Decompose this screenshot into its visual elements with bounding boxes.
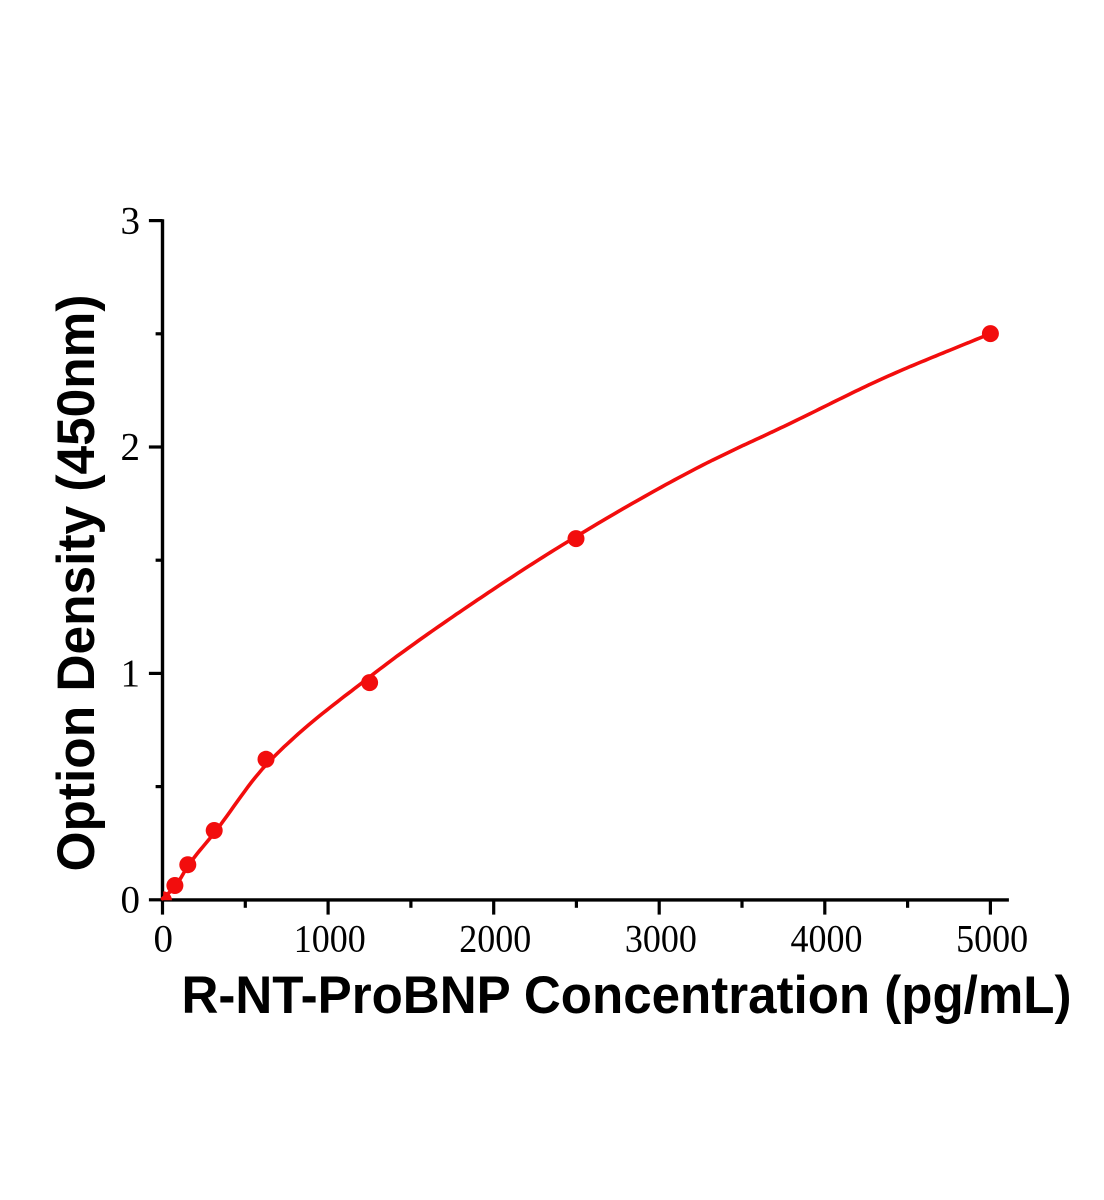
svg-text:2: 2 (121, 426, 141, 469)
svg-text:0: 0 (121, 879, 141, 922)
svg-text:2000: 2000 (459, 918, 531, 961)
svg-text:1: 1 (121, 652, 141, 695)
svg-text:4000: 4000 (791, 918, 863, 961)
svg-text:3: 3 (121, 199, 141, 242)
svg-text:Option Density (450nm): Option Density (450nm) (47, 295, 106, 872)
svg-text:5000: 5000 (956, 918, 1028, 961)
svg-text:R-NT-ProBNP Concentration (pg/: R-NT-ProBNP Concentration (pg/mL) (182, 966, 1072, 1025)
svg-text:3000: 3000 (625, 918, 697, 961)
svg-text:0: 0 (154, 918, 174, 961)
svg-text:1000: 1000 (294, 918, 366, 961)
